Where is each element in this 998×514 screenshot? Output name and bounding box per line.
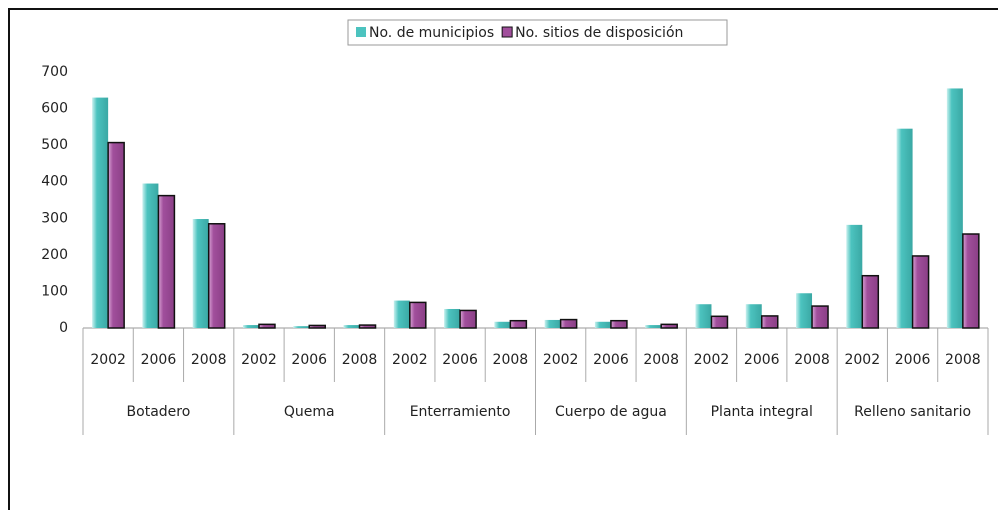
bar (308, 324, 326, 329)
bar (107, 141, 125, 329)
legend-swatch (501, 26, 513, 38)
x-tick-label: 2002 (90, 352, 126, 368)
bar (207, 223, 226, 329)
bar (695, 304, 712, 328)
y-tick-label: 200 (41, 247, 68, 263)
bar (645, 325, 662, 328)
bar (796, 293, 813, 328)
bar (544, 319, 561, 328)
bar (92, 97, 109, 328)
bar (444, 308, 461, 328)
x-tick-label: 2008 (794, 352, 830, 368)
bar (811, 305, 829, 329)
bar (745, 304, 762, 328)
bar (761, 315, 779, 329)
x-tick-label: 2006 (895, 352, 931, 368)
x-tick-label: 2008 (493, 352, 529, 368)
bar (494, 321, 511, 328)
bar (660, 323, 678, 329)
bar (393, 300, 410, 328)
bar (358, 324, 377, 329)
x-tick-label: 2006 (744, 352, 780, 368)
y-tick-label: 300 (41, 210, 68, 226)
bar (946, 88, 963, 328)
group-label: Enterramiento (410, 404, 511, 420)
x-tick-label: 2008 (342, 352, 378, 368)
bar (192, 219, 209, 328)
bar (258, 323, 276, 329)
x-tick-label: 2008 (945, 352, 981, 368)
bar (293, 326, 310, 328)
group-label: Cuerpo de agua (555, 404, 667, 420)
x-tick-label: 2002 (241, 352, 277, 368)
y-tick-label: 700 (41, 64, 68, 80)
frame (8, 8, 998, 510)
group-label: Botadero (127, 404, 191, 420)
bar (911, 255, 930, 329)
legend-label: No. de municipios (369, 25, 494, 41)
y-tick-label: 0 (59, 320, 68, 336)
bar (509, 319, 528, 329)
x-tick-label: 2002 (694, 352, 730, 368)
bar (343, 325, 360, 328)
y-tick-label: 500 (41, 137, 68, 153)
bar (962, 233, 980, 329)
x-tick-label: 2002 (392, 352, 428, 368)
bar (409, 301, 427, 329)
group-label: Quema (284, 404, 335, 420)
y-tick-label: 600 (41, 101, 68, 117)
y-tick-label: 400 (41, 174, 68, 190)
x-tick-label: 2002 (543, 352, 579, 368)
group-label: Planta integral (711, 404, 813, 420)
x-tick-label: 2002 (844, 352, 880, 368)
bar (896, 128, 913, 328)
group-label: Relleno sanitario (854, 404, 971, 420)
bar (610, 319, 628, 329)
bar (710, 315, 729, 329)
x-tick-label: 2008 (191, 352, 227, 368)
bar (242, 325, 259, 328)
legend-box (347, 19, 728, 46)
x-tick-label: 2006 (593, 352, 629, 368)
bar (559, 318, 578, 329)
legend-label: No. sitios de disposición (515, 25, 683, 41)
legend-swatch (356, 27, 366, 37)
x-tick-label: 2006 (291, 352, 327, 368)
x-tick-label: 2006 (442, 352, 478, 368)
bar (594, 321, 611, 328)
bar (157, 194, 176, 329)
bar (846, 224, 863, 328)
bar (459, 309, 477, 329)
bar (142, 183, 159, 328)
bar (861, 274, 880, 329)
y-tick-label: 100 (41, 283, 68, 299)
x-tick-label: 2006 (141, 352, 177, 368)
x-tick-label: 2008 (643, 352, 679, 368)
